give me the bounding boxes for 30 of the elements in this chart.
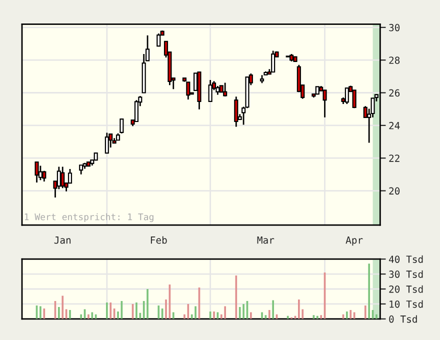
candlestick xyxy=(234,96,238,128)
candlestick xyxy=(34,161,39,184)
y-tick-label: 10 Tsd xyxy=(390,300,423,308)
candlestick xyxy=(60,166,65,189)
y-tick-label: 28 xyxy=(389,56,400,64)
candlestick xyxy=(223,82,228,98)
candlestick xyxy=(156,32,161,47)
candlestick xyxy=(68,168,72,184)
candlestick xyxy=(322,89,327,118)
candlestick xyxy=(79,164,84,176)
y-tick-label: 24 xyxy=(389,122,400,130)
candlestick xyxy=(344,87,349,105)
y-tick-label: 22 xyxy=(389,154,400,162)
x-tick-label: Feb xyxy=(150,236,167,244)
x-tick-label: Apr xyxy=(346,236,363,246)
annotation: 1 Wert entspricht: 1 Tag xyxy=(24,213,154,222)
x-tick-label: Jan xyxy=(54,236,71,244)
candlestick xyxy=(42,170,46,182)
y-tick-label: 0 Tsd xyxy=(389,315,417,323)
y-tick-label: 20 xyxy=(389,187,400,195)
y-tick-label: 26 xyxy=(389,89,400,97)
y-tick-label: 30 xyxy=(389,24,400,32)
y-tick-label: 30 Tsd xyxy=(389,270,423,278)
y-tick-label: 40 Tsd xyxy=(388,255,423,263)
candlestick xyxy=(134,99,138,122)
candlestick xyxy=(352,89,356,109)
candlestick xyxy=(271,50,276,73)
x-tick-label: Mar xyxy=(257,236,274,244)
y-tick-label: 20 Tsd xyxy=(389,285,423,293)
candlestick xyxy=(104,132,109,154)
